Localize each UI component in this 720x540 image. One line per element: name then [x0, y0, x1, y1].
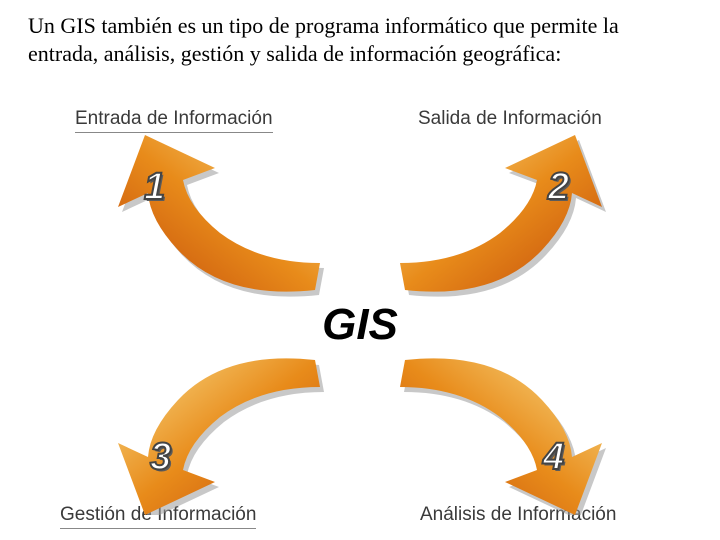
num-1: 1 1	[144, 166, 184, 216]
num-4: 4 4	[543, 436, 583, 486]
num-2: 2 2	[548, 166, 588, 216]
arrow-3	[70, 345, 330, 515]
num-3: 3 3	[150, 436, 190, 486]
label-entrada: Entrada de Información	[75, 108, 273, 133]
arrow-2	[390, 135, 650, 305]
gis-diagram: Entrada de Información Salida de Informa…	[0, 100, 720, 540]
arrow-4	[390, 345, 650, 515]
center-gis-label: GIS	[322, 300, 398, 350]
arrow-1	[70, 135, 330, 305]
label-salida: Salida de Información	[418, 108, 602, 130]
intro-paragraph: Un GIS también es un tipo de programa in…	[0, 0, 720, 75]
